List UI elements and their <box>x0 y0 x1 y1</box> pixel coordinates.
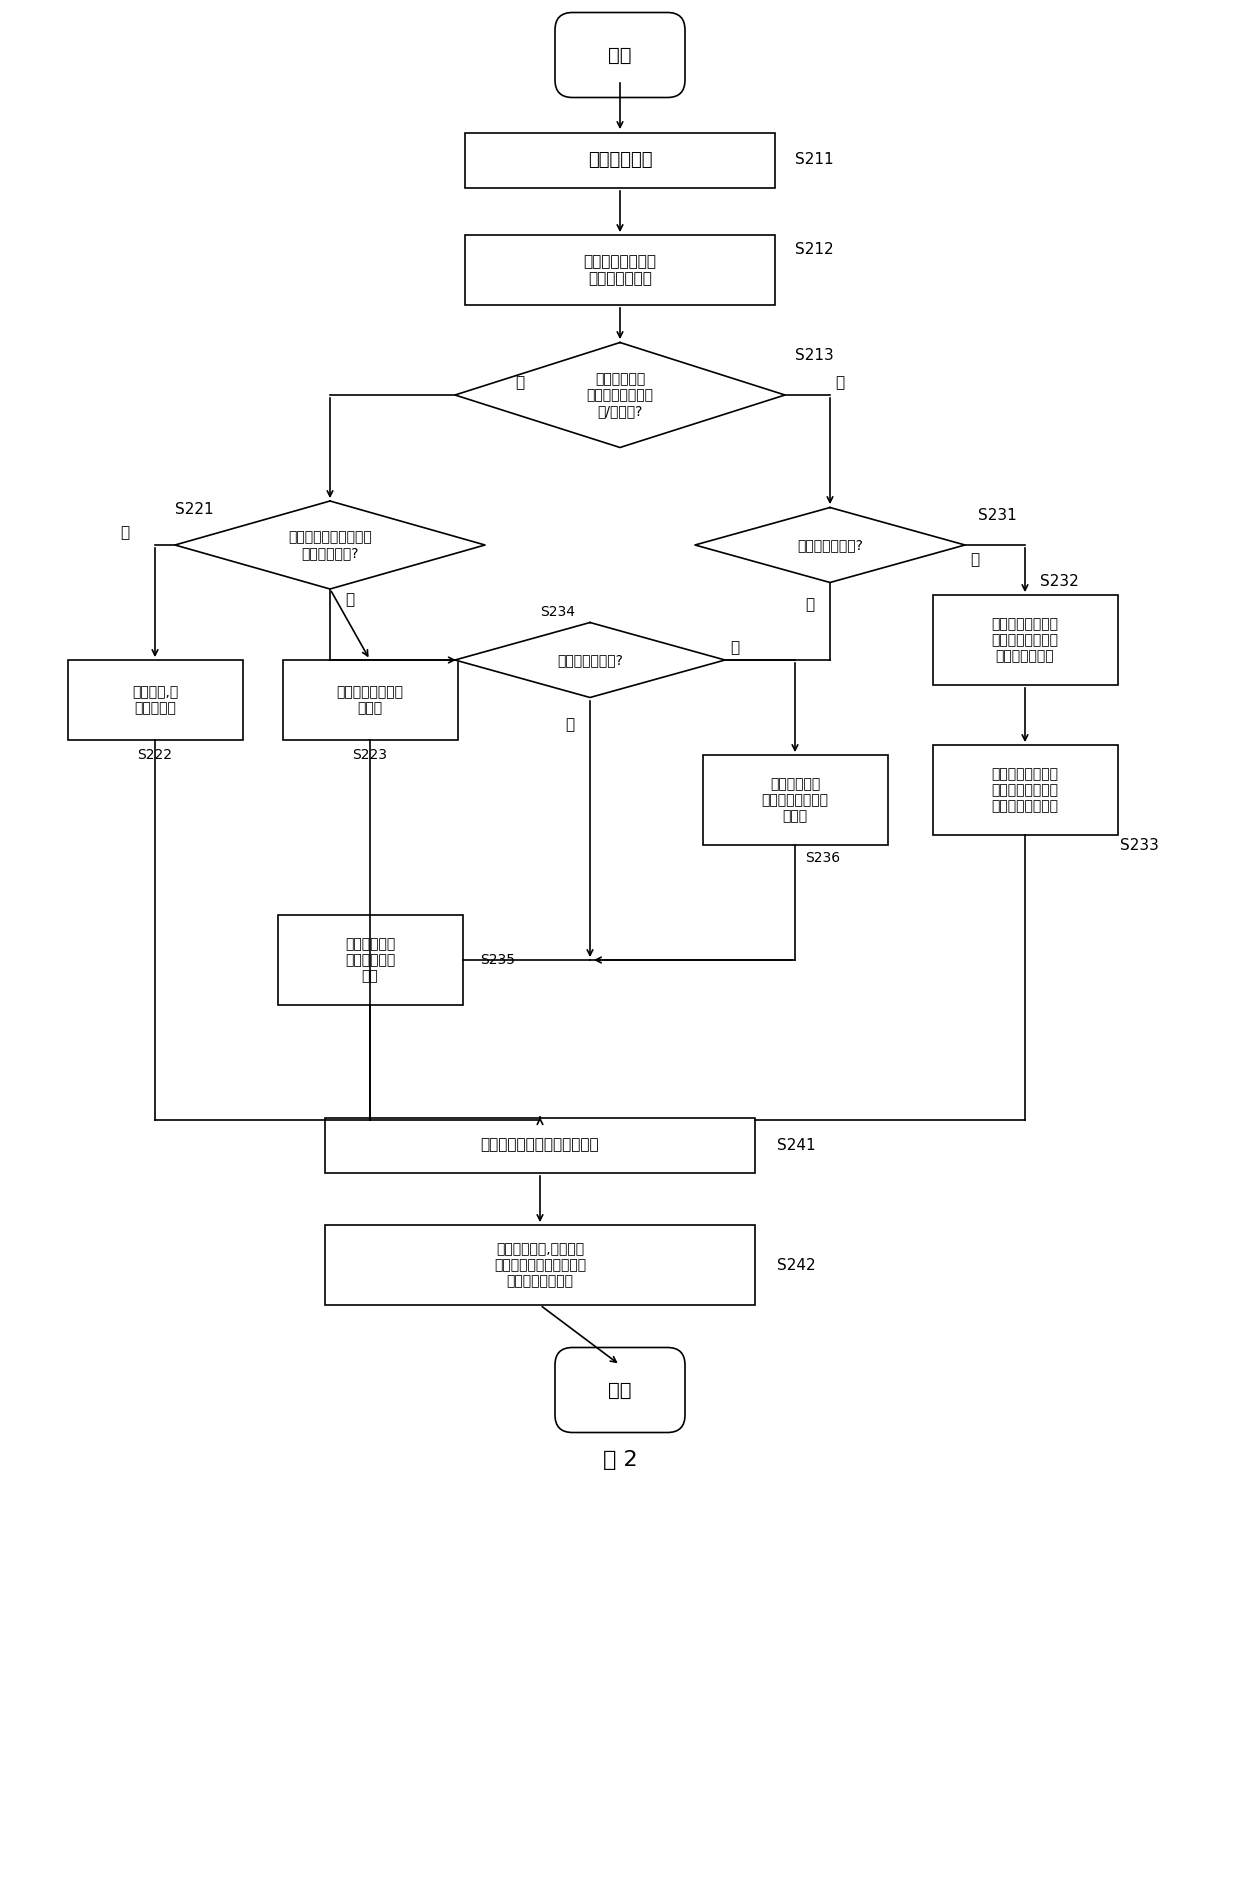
Polygon shape <box>455 343 785 448</box>
Text: S212: S212 <box>795 243 833 258</box>
Text: 是: 是 <box>971 552 980 567</box>
Text: 发生错误记录: 发生错误记录 <box>588 151 652 170</box>
Bar <box>278 916 463 1004</box>
Text: S223: S223 <box>352 748 387 761</box>
Text: 错误记录除了时间信息
是否完全相同?: 错误记录除了时间信息 是否完全相同? <box>288 529 372 560</box>
Text: 是: 是 <box>516 375 525 390</box>
Bar <box>325 1225 755 1306</box>
Polygon shape <box>175 501 485 590</box>
Bar <box>325 1117 755 1172</box>
Text: 更新为新制作的记
录信息: 更新为新制作的记 录信息 <box>336 686 403 716</box>
Text: 删除超过一定时间的记录消息: 删除超过一定时间的记录消息 <box>481 1138 599 1153</box>
Bar <box>465 132 775 188</box>
Text: 根据时间信息,一般错误
与一般错误、致命错误与
致命错误分类存储: 根据时间信息,一般错误 与一般错误、致命错误与 致命错误分类存储 <box>494 1242 587 1289</box>
Text: 开始: 开始 <box>609 1381 631 1400</box>
Text: 一个个地前移非易
失性存储器中存储
的所有出错记录: 一个个地前移非易 失性存储器中存储 的所有出错记录 <box>992 616 1059 663</box>
Text: 是: 是 <box>565 718 574 733</box>
Text: 增加次数,更
新时间信息: 增加次数,更 新时间信息 <box>131 686 179 716</box>
Text: 否: 否 <box>836 375 844 390</box>
Text: S213: S213 <box>795 347 833 362</box>
Bar <box>283 659 458 740</box>
Text: S234: S234 <box>539 605 575 620</box>
Bar <box>703 755 888 846</box>
Polygon shape <box>694 507 965 582</box>
Text: S241: S241 <box>777 1138 816 1153</box>
Text: 是否为致命错误?: 是否为致命错误? <box>557 654 622 667</box>
Text: 只一个个地把
一般错误前移一格
并存储: 只一个个地把 一般错误前移一格 并存储 <box>761 776 828 823</box>
Text: S242: S242 <box>777 1257 816 1272</box>
Text: 否: 否 <box>730 641 739 656</box>
Text: S235: S235 <box>480 953 515 966</box>
Text: S233: S233 <box>1120 838 1159 852</box>
Text: S222: S222 <box>138 748 172 761</box>
Text: 图 2: 图 2 <box>603 1451 637 1470</box>
Bar <box>67 659 243 740</box>
Text: 与原来发生的
错误相比是相同文
件/行错误?: 与原来发生的 错误相比是相同文 件/行错误? <box>587 371 653 418</box>
Bar <box>932 744 1117 835</box>
FancyBboxPatch shape <box>556 1347 684 1432</box>
Text: 否: 否 <box>346 592 355 607</box>
Bar <box>465 236 775 305</box>
Text: S211: S211 <box>795 153 833 168</box>
Text: 在一般错误的
最前剩余空间
存储: 在一般错误的 最前剩余空间 存储 <box>345 936 396 983</box>
Text: 是否为致命错误?: 是否为致命错误? <box>797 539 863 552</box>
Text: S231: S231 <box>978 507 1017 522</box>
Text: 否: 否 <box>806 597 815 612</box>
Text: 在最后非易失性存
储器中存储当前发
生的致命错误记录: 在最后非易失性存 储器中存储当前发 生的致命错误记录 <box>992 767 1059 814</box>
Text: S236: S236 <box>805 852 841 865</box>
FancyBboxPatch shape <box>556 13 684 98</box>
Polygon shape <box>455 622 725 697</box>
Bar <box>932 595 1117 686</box>
Text: S221: S221 <box>175 503 213 518</box>
Text: 开始: 开始 <box>609 45 631 64</box>
Text: 制作适宜出错记录
存储的记录字段: 制作适宜出错记录 存储的记录字段 <box>584 254 656 286</box>
Text: 是: 是 <box>120 526 129 541</box>
Text: S232: S232 <box>1040 575 1079 590</box>
